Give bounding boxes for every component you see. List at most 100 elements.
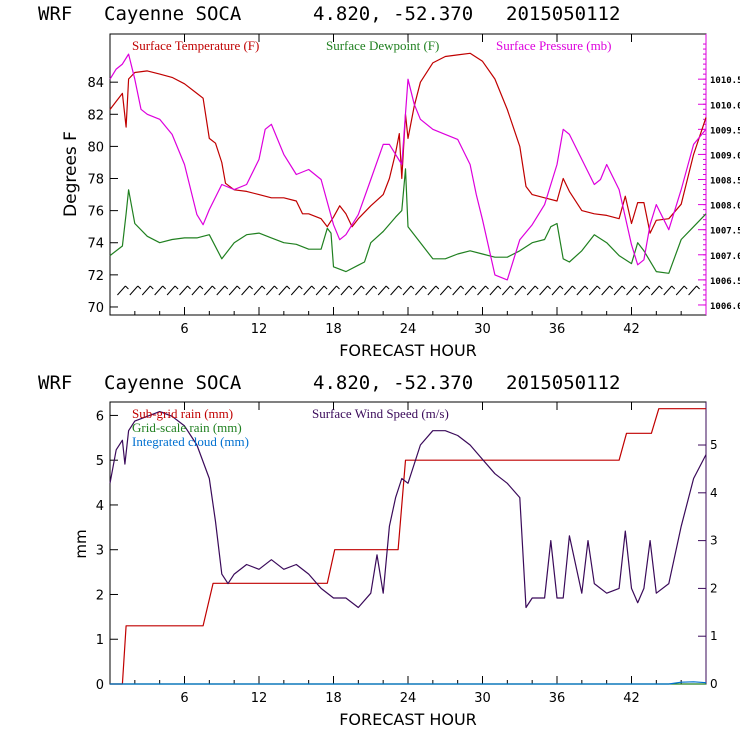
chart1-wind-barb-flag xyxy=(385,285,390,290)
chart1-wind-barb-flag xyxy=(149,285,154,290)
chart1-wind-barb xyxy=(650,285,660,296)
chart1-wind-barb xyxy=(278,285,288,296)
chart1-xlabel: FORECAST HOUR xyxy=(339,341,477,360)
chart1-wind-barb-flag xyxy=(236,285,241,290)
chart1-wind-barb xyxy=(576,285,586,296)
chart2-xtick-label: 6 xyxy=(180,691,188,706)
chart1-y2tick-label: 1006.5 xyxy=(710,277,740,287)
chart1-wind-barb-flag xyxy=(460,285,465,290)
chart1-ylabel: Degrees F xyxy=(61,131,81,217)
chart1-wind-barb-flag xyxy=(373,285,378,290)
chart1-wind-barb xyxy=(588,285,598,296)
chart1-wind-barb xyxy=(315,285,325,296)
chart1-ytick-label: 84 xyxy=(87,76,104,91)
chart1-wind-barb-flag xyxy=(274,285,278,290)
chart1-y2tick-label: 1007.0 xyxy=(710,252,740,262)
chart1-ytick-label: 80 xyxy=(87,140,104,155)
chart1-y2tick-label: 1007.5 xyxy=(710,227,740,237)
chart1-wind-barb-flag xyxy=(509,285,514,290)
chart2-header-coords: 4.820, -52.370 xyxy=(313,372,473,394)
chart2-ylabel: mm xyxy=(72,529,90,558)
chart1-wind-barb-flag xyxy=(559,285,564,290)
chart1-wind-barb-flag xyxy=(199,285,204,290)
chart1-wind-barb-flag xyxy=(572,285,576,290)
chart2-ytick-label: 6 xyxy=(96,409,104,424)
chart1-wind-barb xyxy=(352,285,362,296)
chart2-header-station: Cayenne SOCA xyxy=(104,372,242,394)
chart2-xtick-label: 12 xyxy=(251,691,268,706)
chart2-subgrid-rain-line xyxy=(110,408,706,685)
chart1-wind-barb-flag xyxy=(249,285,253,290)
chart2-cloud-line xyxy=(110,681,707,685)
chart1-wind-barb-flag xyxy=(137,285,142,290)
chart1-ytick-label: 78 xyxy=(87,173,104,188)
chart1-wind-barb-flag xyxy=(298,285,303,290)
chart1-legend-dew: Surface Dewpoint (F) xyxy=(326,38,439,53)
chart1-wind-barb xyxy=(365,285,375,296)
chart1-wind-barb xyxy=(663,285,673,296)
chart1-wind-barb xyxy=(613,285,623,296)
chart1-xtick-label: 24 xyxy=(400,322,417,337)
chart1-wind-barb-flag xyxy=(211,285,216,290)
chart1-wind-barb-flag xyxy=(348,285,353,290)
chart1-wind-barb xyxy=(340,285,350,296)
chart2-xtick-label: 30 xyxy=(474,691,491,706)
chart1-wind-barb xyxy=(328,285,337,296)
chart1-wind-barb-flag xyxy=(646,285,651,290)
chart1-ytick-label: 72 xyxy=(87,269,104,284)
chart1-xtick-label: 36 xyxy=(549,322,566,337)
chart1-frame xyxy=(109,33,707,316)
chart1-wind-barb xyxy=(675,285,685,296)
chart1-wind-barb-flag xyxy=(125,285,129,290)
chart1-wind-barb-flag xyxy=(658,285,663,290)
chart1-wind-barb xyxy=(551,285,561,296)
chart1-ytick-label: 76 xyxy=(87,205,104,220)
chart1-wind-barb xyxy=(526,285,536,296)
chart1-wind-barb-flag xyxy=(311,285,316,290)
chart1-header-coords: 4.820, -52.370 xyxy=(313,3,473,25)
chart1-temperature-line xyxy=(109,52,707,234)
chart1-wind-barb xyxy=(464,285,474,296)
chart1-y2tick-label: 1008.5 xyxy=(710,177,740,187)
chart1-wind-barb xyxy=(290,285,300,296)
chart1-temperature-pressure: 6 12 18 24 30 36 42 70 72 74 76 78 80 82 84 1006.0 100… xyxy=(61,33,740,360)
chart1-header-model: WRF xyxy=(38,3,72,25)
chart1-wind-barb xyxy=(303,285,313,296)
chart1-y2tick-label: 1009.0 xyxy=(710,151,740,161)
chart1-wind-barb-flag xyxy=(547,285,551,290)
chart2-legend-wind: Surface Wind Speed (m/s) xyxy=(312,406,449,421)
chart1-wind-barb xyxy=(266,285,275,296)
chart1-header-init: 2015050112 xyxy=(506,3,620,25)
chart1-ytick-label: 74 xyxy=(87,237,104,252)
chart1-wind-barb xyxy=(228,285,238,296)
chart1-legend-temp: Surface Temperature (F) xyxy=(132,38,259,53)
chart2-legend-cloud: Integrated cloud (mm) xyxy=(132,434,249,449)
chart1-y2tick-label: 1010.5 xyxy=(710,76,740,86)
chart1-wind-barb-flag xyxy=(423,285,427,290)
chart1-wind-barb-flag xyxy=(683,285,688,290)
chart1-y2tick-label: 1008.0 xyxy=(710,202,740,212)
chart1-wind-barb-flag xyxy=(162,285,167,290)
chart2-legend-gridrain: Grid-scale rain (mm) xyxy=(132,420,242,435)
chart2-ytick-label: 5 xyxy=(96,454,104,469)
chart1-wind-barb xyxy=(539,285,548,296)
chart1-wind-barb xyxy=(564,285,573,296)
chart1-xtick-label: 6 xyxy=(180,322,188,337)
chart1-wind-barb-flag xyxy=(596,285,601,290)
chart1-wind-barb xyxy=(439,285,449,296)
chart2-xlabel: FORECAST HOUR xyxy=(339,710,477,729)
chart1-wind-barb-flag xyxy=(534,285,539,290)
chart2-header-model: WRF xyxy=(38,372,72,394)
chart1-xtick-label: 30 xyxy=(474,322,491,337)
chart1-legend-pres: Surface Pressure (mb) xyxy=(496,38,612,53)
chart1-y2tick-label: 1009.5 xyxy=(710,126,740,136)
chart1-ytick-label: 70 xyxy=(87,301,104,316)
chart1-wind-barb xyxy=(501,285,511,296)
chart1-wind-barb-flag xyxy=(224,285,229,290)
chart1-xtick-label: 12 xyxy=(251,322,268,337)
chart1-dewpoint-line xyxy=(109,168,707,274)
chart2-y2tick-label: 4 xyxy=(710,486,718,500)
chart2-ytick-label: 1 xyxy=(96,633,104,648)
chart1-wind-barb-flag xyxy=(584,285,589,290)
